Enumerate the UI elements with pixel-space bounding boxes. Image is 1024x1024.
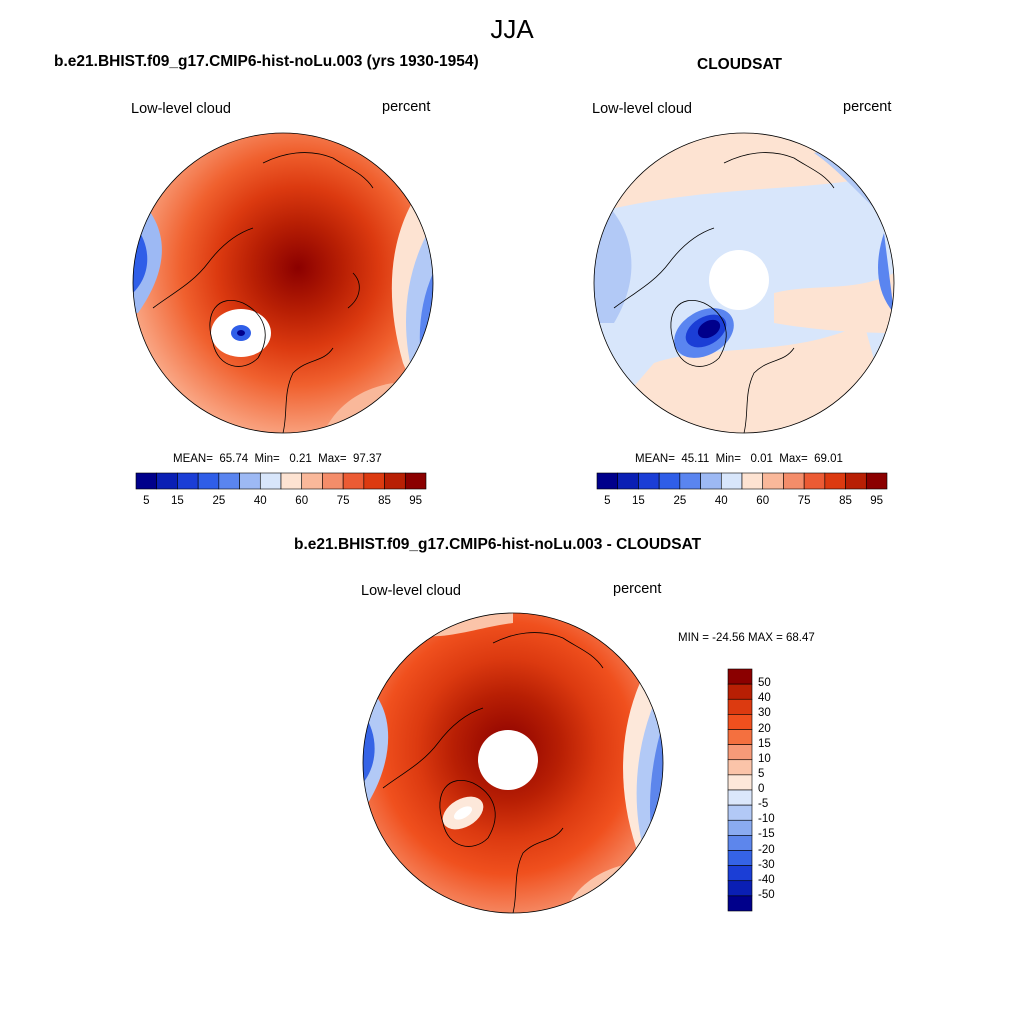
colorbar-swatch — [638, 472, 660, 490]
model-polar-map — [132, 132, 434, 434]
colorbar-tick-label: 20 — [758, 722, 771, 735]
colorbar-swatch — [301, 472, 323, 490]
model-colorbar-ticks: 5 15 25 40 60 75 85 95 — [136, 495, 426, 509]
colorbar-tick-label: 15 — [632, 495, 645, 507]
diff-panel-title: b.e21.BHIST.f09_g17.CMIP6-hist-noLu.003 … — [294, 536, 702, 553]
colorbar-swatch — [727, 804, 753, 821]
colorbar-tick-label: -15 — [758, 828, 775, 841]
colorbar-tick-label: -30 — [758, 858, 775, 871]
colorbar-swatch — [218, 472, 240, 490]
obs-panel-title: CLOUDSAT — [697, 56, 782, 73]
colorbar-swatch — [280, 472, 303, 490]
colorbar-swatch — [741, 472, 764, 490]
colorbar-swatch — [727, 850, 753, 866]
colorbar-swatch — [259, 472, 282, 490]
colorbar-tick-label: 40 — [253, 495, 267, 507]
colorbar-tick-label: 85 — [839, 495, 852, 507]
colorbar-swatch — [177, 472, 199, 490]
colorbar-swatch — [363, 472, 385, 490]
diff-stats: MIN = -24.56 MAX = 68.47 — [678, 632, 815, 644]
colorbar-swatch — [727, 865, 753, 882]
colorbar-swatch — [803, 472, 826, 490]
colorbar-tick-label: 75 — [336, 495, 350, 507]
colorbar-tick-label: 40 — [714, 495, 728, 507]
colorbar-tick-label: 15 — [171, 495, 184, 507]
colorbar-swatch — [727, 729, 753, 745]
colorbar-tick-label: -5 — [758, 798, 769, 811]
colorbar-swatch — [720, 472, 743, 490]
diff-units-label: percent — [613, 581, 662, 597]
colorbar-tick-label: 50 — [758, 677, 771, 690]
colorbar-swatch — [384, 472, 406, 490]
colorbar-swatch — [404, 472, 427, 490]
model-units-label: percent — [382, 99, 431, 115]
colorbar-swatch — [824, 472, 846, 490]
obs-polar-map — [593, 132, 895, 434]
diff-colorbar — [727, 668, 753, 912]
diff-variable-label: Low-level cloud — [361, 583, 461, 599]
colorbar-swatch — [727, 895, 753, 912]
colorbar-tick-label: 25 — [212, 495, 226, 507]
colorbar-tick-label: 5 — [758, 767, 765, 780]
colorbar-swatch — [727, 774, 753, 791]
model-panel-title: b.e21.BHIST.f09_g17.CMIP6-hist-noLu.003 … — [54, 53, 479, 70]
colorbar-tick-label: 5 — [143, 495, 150, 507]
colorbar-swatch — [845, 472, 867, 490]
colorbar-swatch — [727, 698, 753, 715]
colorbar-swatch — [783, 472, 805, 490]
colorbar-tick-label: 60 — [756, 495, 770, 507]
colorbar-tick-label: 60 — [295, 495, 309, 507]
colorbar-tick-label: 85 — [378, 495, 391, 507]
colorbar-swatch — [727, 880, 753, 897]
colorbar-tick-label: -20 — [758, 843, 775, 856]
colorbar-swatch — [727, 819, 753, 836]
colorbar-tick-label: 75 — [797, 495, 811, 507]
obs-units-label: percent — [843, 99, 892, 115]
colorbar-tick-label: 30 — [758, 707, 771, 720]
diff-polar-map — [362, 612, 664, 914]
colorbar-swatch — [679, 472, 701, 490]
colorbar-tick-label: 95 — [870, 495, 884, 507]
colorbar-swatch — [658, 472, 681, 490]
obs-stats: MEAN= 45.11 Min= 0.01 Max= 69.01 — [635, 453, 843, 465]
colorbar-swatch — [727, 683, 753, 700]
colorbar-tick-label: 95 — [409, 495, 423, 507]
colorbar-swatch — [700, 472, 722, 490]
figure-title: JJA — [490, 14, 534, 44]
colorbar-tick-label: 5 — [604, 495, 611, 507]
colorbar-swatch — [727, 668, 753, 685]
colorbar-tick-label: 10 — [758, 752, 771, 765]
obs-colorbar — [596, 472, 888, 490]
colorbar-swatch — [322, 472, 344, 490]
obs-variable-label: Low-level cloud — [592, 101, 692, 117]
model-colorbar — [135, 472, 427, 490]
colorbar-swatch — [617, 472, 639, 490]
colorbar-swatch — [596, 472, 619, 490]
colorbar-swatch — [727, 759, 753, 776]
obs-colorbar-ticks: 5 15 25 40 60 75 85 95 — [597, 495, 887, 509]
colorbar-tick-label: -10 — [758, 813, 775, 826]
colorbar-swatch — [156, 472, 178, 490]
colorbar-swatch — [135, 472, 158, 490]
colorbar-tick-label: 40 — [758, 692, 771, 705]
colorbar-tick-label: -50 — [758, 888, 775, 901]
colorbar-swatch — [727, 744, 753, 761]
colorbar-tick-label: 25 — [673, 495, 687, 507]
colorbar-swatch — [342, 472, 365, 490]
colorbar-tick-label: -40 — [758, 873, 775, 886]
colorbar-swatch — [727, 714, 753, 730]
colorbar-swatch — [197, 472, 220, 490]
model-stats: MEAN= 65.74 Min= 0.21 Max= 97.37 — [173, 453, 382, 465]
diff-colorbar-ticks: 50 40 30 20 15 10 5 0 -5 -10 -15 -20 -30 -40 -50 — [758, 669, 798, 911]
colorbar-swatch — [727, 789, 753, 806]
colorbar-swatch — [727, 835, 753, 851]
model-variable-label: Low-level cloud — [131, 101, 231, 117]
colorbar-swatch — [865, 472, 888, 490]
colorbar-tick-label: 15 — [758, 737, 771, 750]
colorbar-swatch — [762, 472, 784, 490]
colorbar-swatch — [239, 472, 261, 490]
colorbar-tick-label: 0 — [758, 783, 765, 795]
